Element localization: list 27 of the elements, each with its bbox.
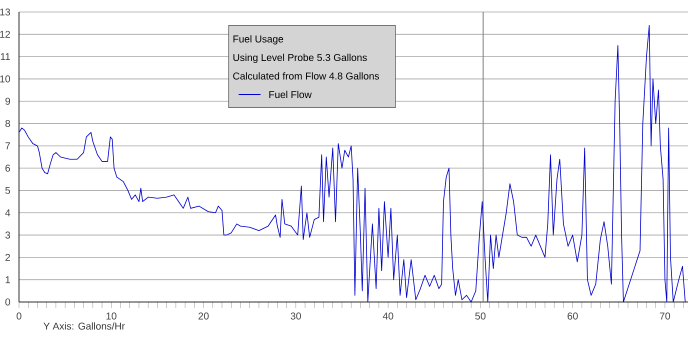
- y-tick-label: 9: [5, 98, 10, 105]
- y-tick-label: 5: [5, 186, 10, 194]
- x-tick-label: 10: [106, 312, 116, 320]
- legend-label: Fuel Flow: [269, 90, 312, 98]
- y-tick-label: 0: [5, 298, 10, 306]
- legend-title: Fuel Usage: [233, 35, 284, 44]
- y-tick-label: 8: [5, 120, 10, 128]
- y-tick-label: 6: [5, 164, 10, 172]
- annotation: Using Level Probe 5.3 Gallons: [233, 54, 367, 64]
- y-tick-label: 3: [5, 232, 10, 239]
- x-tick-label: 20: [198, 312, 209, 320]
- x-tick-label: 50: [475, 312, 486, 320]
- x-tick-label: 40: [382, 312, 394, 320]
- y-tick-label: 7: [5, 142, 10, 150]
- x-tick-label: 30: [290, 312, 301, 320]
- y-tick-label: 4: [5, 209, 10, 216]
- x-tick-label: 60: [568, 312, 578, 320]
- y-tick-label: 13: [0, 8, 10, 16]
- x-tick-label: 0: [16, 312, 22, 320]
- annotation: Calculated from Flow 4.8 Gallons: [233, 72, 380, 80]
- x-tick-label: 70: [660, 312, 670, 320]
- y-tick-label: 12: [0, 30, 10, 38]
- y-tick-label: 10: [0, 75, 10, 82]
- text: Y Axis: Gallons/Hr: [43, 322, 125, 330]
- y-tick-label: 11: [0, 53, 10, 60]
- y-tick-label: 1: [6, 276, 10, 284]
- y-tick-label: 2: [5, 254, 10, 261]
